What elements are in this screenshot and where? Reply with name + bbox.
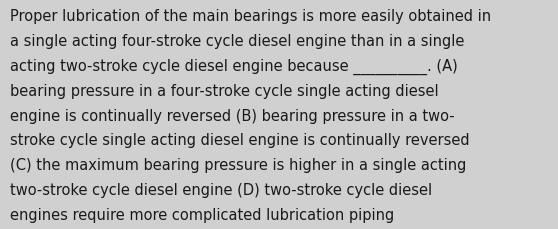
- Text: stroke cycle single acting diesel engine is continually reversed: stroke cycle single acting diesel engine…: [10, 133, 470, 148]
- Text: Proper lubrication of the main bearings is more easily obtained in: Proper lubrication of the main bearings …: [10, 9, 491, 24]
- Text: acting two-stroke cycle diesel engine because __________. (A): acting two-stroke cycle diesel engine be…: [10, 59, 458, 75]
- Text: bearing pressure in a four-stroke cycle single acting diesel: bearing pressure in a four-stroke cycle …: [10, 83, 439, 98]
- Text: engine is continually reversed (B) bearing pressure in a two-: engine is continually reversed (B) beari…: [10, 108, 455, 123]
- Text: a single acting four-stroke cycle diesel engine than in a single: a single acting four-stroke cycle diesel…: [10, 34, 464, 49]
- Text: two-stroke cycle diesel engine (D) two-stroke cycle diesel: two-stroke cycle diesel engine (D) two-s…: [10, 182, 432, 197]
- Text: (C) the maximum bearing pressure is higher in a single acting: (C) the maximum bearing pressure is high…: [10, 158, 466, 172]
- Text: engines require more complicated lubrication piping: engines require more complicated lubrica…: [10, 207, 395, 222]
